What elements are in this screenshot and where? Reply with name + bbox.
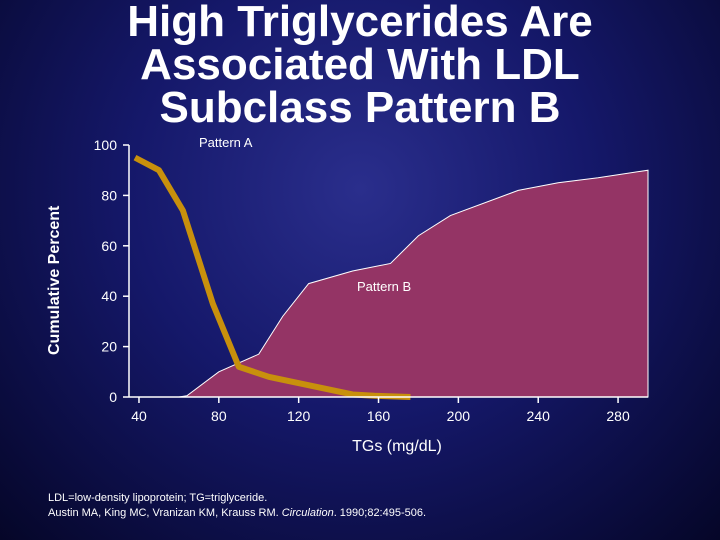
title-line-1: High Triglycerides Are	[127, 0, 593, 46]
series-line-pattern-a	[133, 154, 411, 400]
footnote: LDL=low-density lipoprotein; TG=triglyce…	[48, 491, 426, 521]
citation-authors: Austin MA, King MC, Vranizan KM, Krauss …	[48, 507, 282, 519]
y-tick-label-20: 20	[101, 339, 117, 355]
series-area-pattern-b	[144, 169, 649, 398]
y-tick-label-40: 40	[101, 288, 117, 304]
y-tick-label-0: 0	[109, 389, 117, 405]
chart-labels: Pattern A Pattern B TGs (mg/dL)	[199, 135, 442, 455]
x-tick-label-160: 160	[367, 408, 391, 424]
series-label-pattern-a: Pattern A	[199, 135, 253, 150]
x-axis-title: TGs (mg/dL)	[352, 438, 442, 455]
axes: 0 20 40 60 80 100 40 80 120 160 200 240 280	[94, 137, 648, 424]
x-tick-label-200: 200	[447, 408, 471, 424]
y-tick-label-80: 80	[101, 187, 117, 203]
chart-title: High Triglycerides Are Associated With L…	[95, 0, 625, 132]
x-tick-label-240: 240	[527, 408, 551, 424]
citation-journal: Circulation	[281, 507, 334, 519]
x-tick-label-80: 80	[211, 408, 227, 424]
footnote-abbreviations: LDL=low-density lipoprotein; TG=triglyce…	[48, 492, 268, 504]
x-tick-label-40: 40	[131, 408, 147, 424]
plot-area	[133, 154, 649, 400]
title-line-3: Subclass Pattern B	[159, 83, 561, 132]
y-tick-label-60: 60	[101, 238, 117, 254]
x-tick-label-120: 120	[287, 408, 311, 424]
y-axis-title: Cumulative Percent	[46, 205, 63, 355]
x-tick-label-280: 280	[606, 408, 630, 424]
footnote-citation: Austin MA, King MC, Vranizan KM, Krauss …	[48, 506, 426, 521]
citation-details: . 1990;82:495-506.	[333, 507, 427, 519]
y-tick-label-100: 100	[94, 137, 118, 153]
series-label-pattern-b: Pattern B	[357, 279, 411, 294]
title-line-2: Associated With LDL	[140, 40, 580, 89]
